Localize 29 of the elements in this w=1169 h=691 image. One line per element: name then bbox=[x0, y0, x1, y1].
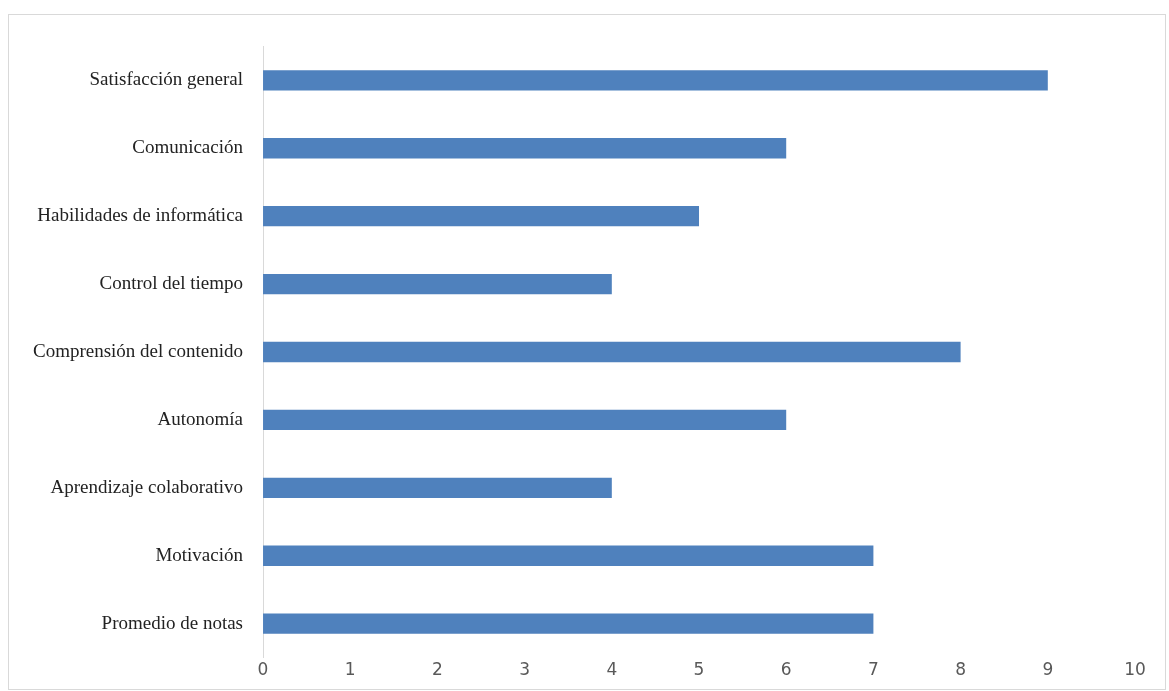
y-tick-label: Aprendizaje colaborativo bbox=[50, 475, 244, 497]
bar bbox=[263, 545, 874, 566]
y-tick-label: Motivación bbox=[155, 543, 244, 565]
x-tick-label: 8 bbox=[955, 659, 967, 680]
y-tick-label: Control del tiempo bbox=[99, 272, 244, 294]
bar bbox=[263, 273, 612, 295]
x-tick-label: 6 bbox=[780, 659, 792, 680]
bar bbox=[263, 205, 700, 227]
bar bbox=[263, 138, 787, 159]
y-tick-label: Comprensión del contenido bbox=[32, 339, 244, 361]
x-tick-label: 0 bbox=[257, 659, 269, 680]
x-tick-label: 4 bbox=[606, 659, 618, 680]
bar bbox=[263, 613, 874, 634]
y-tick-label: Autonomía bbox=[157, 407, 244, 429]
y-tick-label: Comunicación bbox=[132, 136, 244, 158]
y-tick-label: Promedio de notas bbox=[101, 611, 244, 633]
x-tick-label: 10 bbox=[1124, 659, 1146, 680]
x-tick-label: 9 bbox=[1042, 659, 1054, 680]
x-tick-label: 2 bbox=[432, 659, 443, 680]
y-tick-label: Habilidades de informática bbox=[37, 204, 244, 226]
bar bbox=[263, 409, 787, 431]
bar bbox=[263, 341, 961, 363]
bar bbox=[263, 70, 1048, 91]
x-tick-label: 1 bbox=[344, 659, 356, 680]
x-tick-label: 7 bbox=[867, 659, 879, 680]
bar bbox=[263, 477, 612, 499]
y-tick-label: Satisfacción general bbox=[89, 68, 244, 90]
x-tick-label: 5 bbox=[693, 659, 705, 680]
x-tick-label: 3 bbox=[519, 659, 531, 680]
